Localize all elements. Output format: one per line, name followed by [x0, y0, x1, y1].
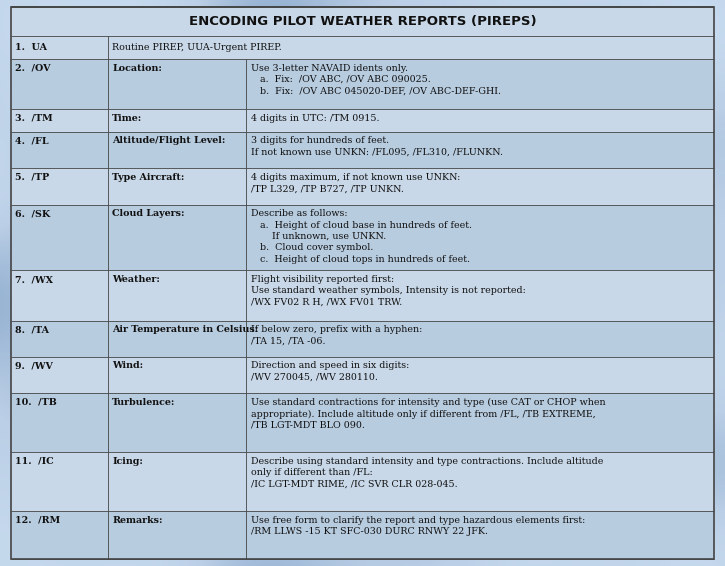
Bar: [11, 393, 714, 452]
Text: Turbulence:: Turbulence:: [112, 398, 175, 407]
Text: Direction and speed in six digits:
/WV 270045, /WV 280110.: Direction and speed in six digits: /WV 2…: [251, 362, 409, 382]
Bar: [11, 512, 714, 559]
Text: Type Aircraft:: Type Aircraft:: [112, 173, 185, 182]
Text: 12.  /RM: 12. /RM: [15, 516, 60, 525]
Text: 1.  UA: 1. UA: [15, 43, 47, 52]
Bar: [11, 452, 714, 512]
Bar: [11, 36, 714, 59]
Text: 4.  /FL: 4. /FL: [15, 136, 49, 145]
Text: 5.  /TP: 5. /TP: [15, 173, 49, 182]
Bar: [11, 271, 714, 320]
Text: Describe using standard intensity and type contractions. Include altitude
only i: Describe using standard intensity and ty…: [251, 457, 603, 489]
Bar: [11, 132, 714, 168]
Text: Wind:: Wind:: [112, 362, 144, 370]
Text: 3 digits for hundreds of feet.
If not known use UNKN: /FL095, /FL310, /FLUNKN.: 3 digits for hundreds of feet. If not kn…: [251, 136, 503, 157]
Text: If below zero, prefix with a hyphen:
/TA 15, /TA -06.: If below zero, prefix with a hyphen: /TA…: [251, 325, 422, 345]
Text: Routine PIREP, UUA-Urgent PIREP.: Routine PIREP, UUA-Urgent PIREP.: [112, 43, 282, 52]
Text: 10.  /TB: 10. /TB: [15, 398, 57, 407]
Text: Location:: Location:: [112, 63, 162, 72]
Bar: [11, 320, 714, 357]
Text: Air Temperature in Celsius:: Air Temperature in Celsius:: [112, 325, 259, 334]
Text: 2.  /OV: 2. /OV: [15, 63, 51, 72]
Bar: [11, 357, 714, 393]
Text: 4 digits maximum, if not known use UNKN:
/TP L329, /TP B727, /TP UNKN.: 4 digits maximum, if not known use UNKN:…: [251, 173, 460, 193]
Text: 9.  /WV: 9. /WV: [15, 362, 53, 370]
Text: Remarks:: Remarks:: [112, 516, 163, 525]
Text: 6.  /SK: 6. /SK: [15, 209, 51, 218]
Bar: [11, 168, 714, 204]
Text: Describe as follows:
   a.  Height of cloud base in hundreds of feet.
       If : Describe as follows: a. Height of cloud …: [251, 209, 472, 264]
Text: ENCODING PILOT WEATHER REPORTS (PIREPS): ENCODING PILOT WEATHER REPORTS (PIREPS): [188, 15, 536, 28]
Text: Flight visibility reported first:
Use standard weather symbols, Intensity is not: Flight visibility reported first: Use st…: [251, 275, 526, 307]
Text: Cloud Layers:: Cloud Layers:: [112, 209, 185, 218]
Bar: [11, 59, 714, 109]
Text: 11.  /IC: 11. /IC: [15, 457, 54, 466]
Text: 3.  /TM: 3. /TM: [15, 114, 53, 123]
Text: Use free form to clarify the report and type hazardous elements first:
/RM LLWS : Use free form to clarify the report and …: [251, 516, 585, 537]
Text: Altitude/Flight Level:: Altitude/Flight Level:: [112, 136, 225, 145]
Text: Use standard contractions for intensity and type (use CAT or CHOP when
appropria: Use standard contractions for intensity …: [251, 398, 605, 430]
Text: Icing:: Icing:: [112, 457, 143, 466]
Text: Use 3-letter NAVAID idents only.
   a.  Fix:  /OV ABC, /OV ABC 090025.
   b.  Fi: Use 3-letter NAVAID idents only. a. Fix:…: [251, 63, 501, 96]
Bar: [11, 7, 714, 36]
Text: Weather:: Weather:: [112, 275, 160, 284]
Bar: [11, 204, 714, 271]
Text: 4 digits in UTC: /TM 0915.: 4 digits in UTC: /TM 0915.: [251, 114, 379, 123]
Text: 8.  /TA: 8. /TA: [15, 325, 49, 334]
Bar: [11, 109, 714, 132]
Text: 7.  /WX: 7. /WX: [15, 275, 53, 284]
Text: Time:: Time:: [112, 114, 143, 123]
